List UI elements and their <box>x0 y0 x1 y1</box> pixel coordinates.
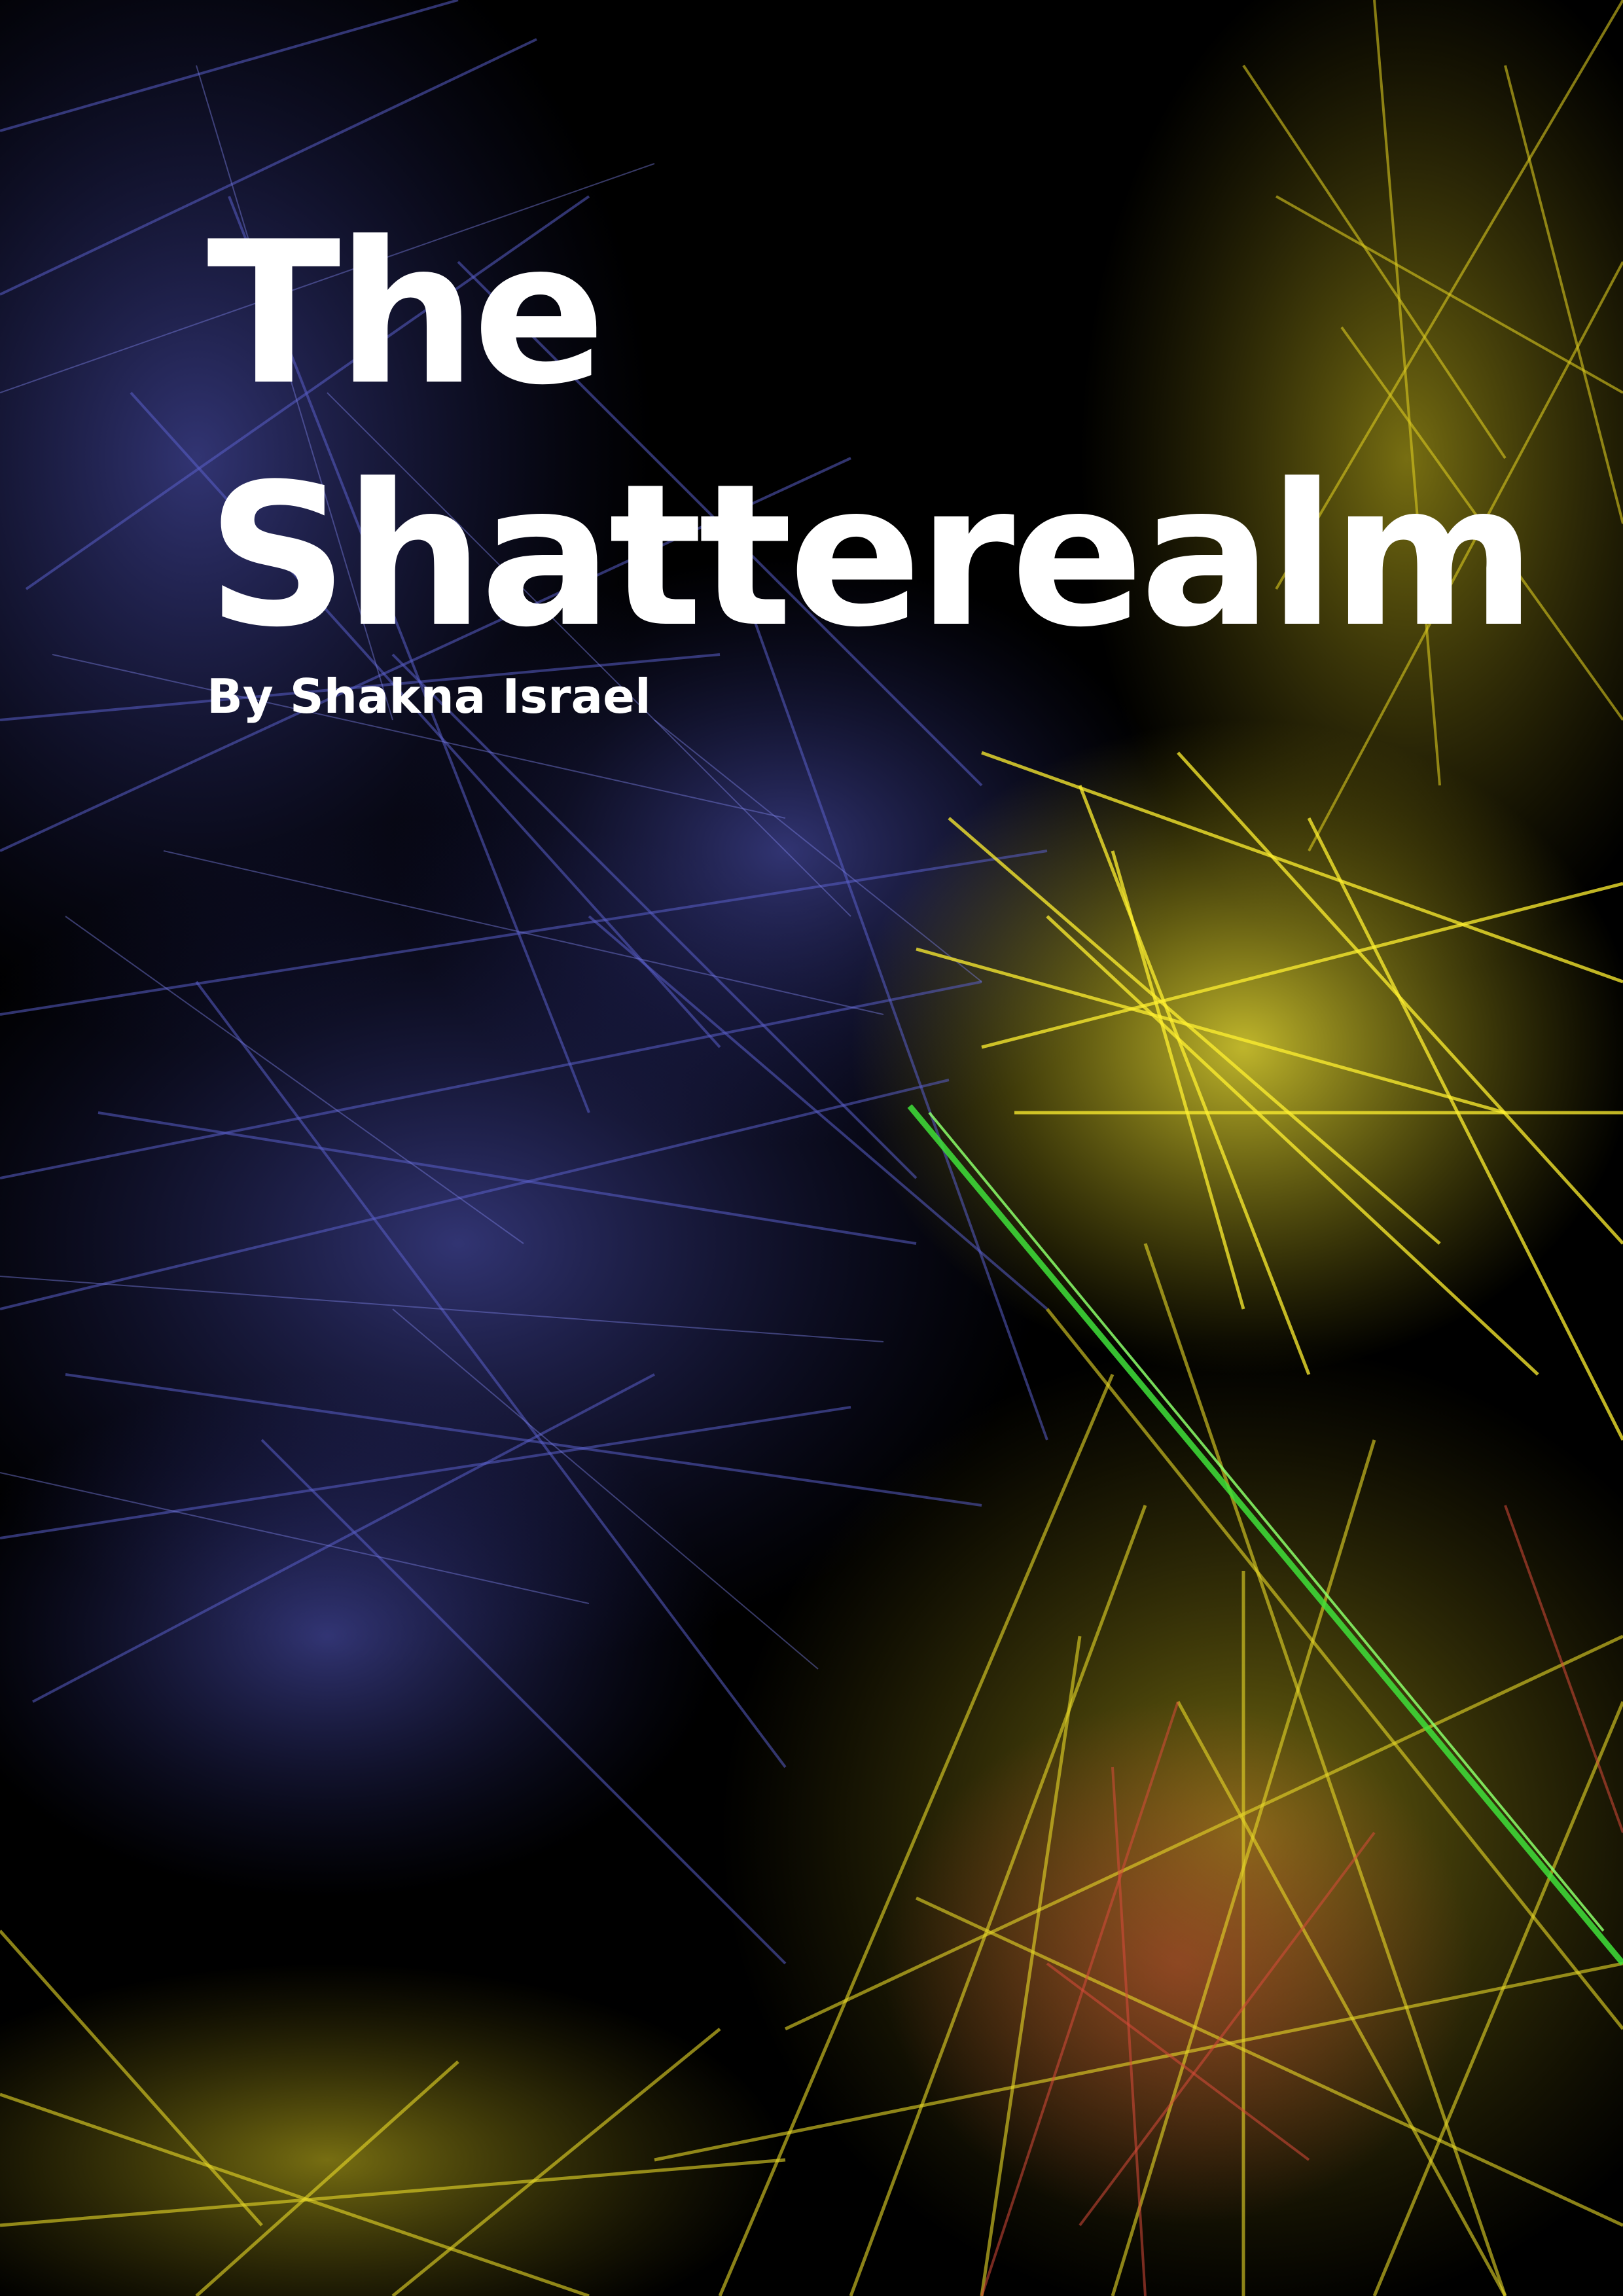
author-byline: By Shakna Israel <box>207 669 651 724</box>
book-title-line-2: Shatterealm <box>207 442 1537 670</box>
book-title-line-1: The <box>207 200 606 428</box>
title-block: The Shatterealm By Shakna Israel <box>207 200 1537 724</box>
